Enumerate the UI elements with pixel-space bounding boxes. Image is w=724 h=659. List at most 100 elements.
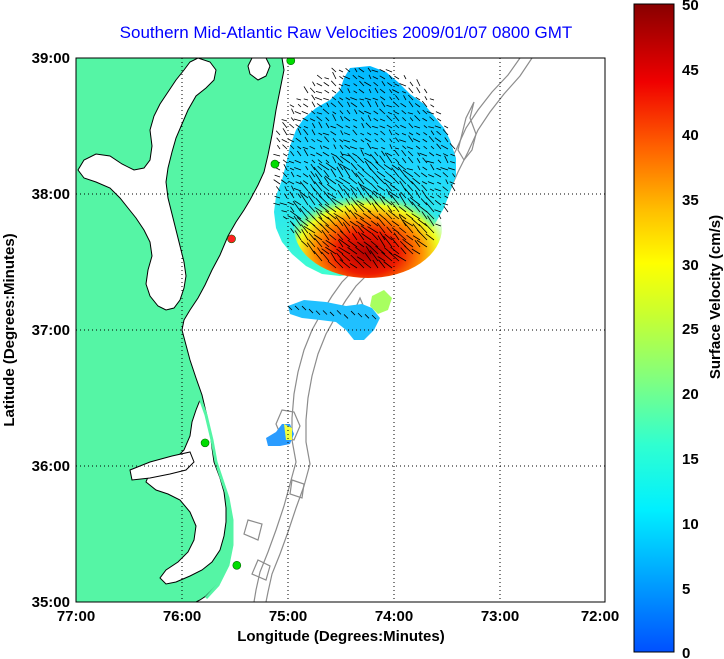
velocity-vector	[319, 223, 330, 234]
velocity-vector	[403, 222, 414, 234]
velocity-vector	[332, 114, 337, 122]
velocity-vector	[323, 97, 330, 101]
velocity-vector	[406, 234, 414, 241]
velocity-vector	[290, 117, 295, 122]
velocity-vector	[342, 153, 351, 157]
radar-station-marker	[286, 58, 296, 66]
velocity-vector	[330, 102, 337, 108]
velocity-vector	[282, 172, 288, 178]
velocity-vector	[311, 101, 316, 108]
velocity-vector	[387, 82, 393, 87]
colorbar-tick-label: 35	[682, 192, 699, 209]
velocity-vector	[403, 95, 407, 101]
velocity-vector	[409, 81, 414, 87]
velocity-vector	[350, 102, 358, 108]
velocity-vector	[364, 110, 372, 115]
velocity-vector	[332, 156, 337, 164]
velocity-vector	[294, 167, 302, 171]
velocity-vector	[292, 200, 302, 213]
velocity-vector	[338, 83, 344, 87]
velocity-vector	[405, 213, 414, 220]
velocity-vector	[289, 191, 295, 199]
x-tick-label: 75:00	[269, 608, 307, 625]
velocity-vector	[398, 206, 407, 213]
x-tick-label: 76:00	[163, 608, 201, 625]
velocity-vector	[329, 311, 335, 317]
velocity-vector	[323, 82, 330, 87]
velocity-vector	[315, 197, 323, 206]
velocity-vector	[422, 138, 428, 143]
velocity-vector	[349, 209, 358, 220]
velocity-vector	[383, 247, 393, 255]
velocity-vector	[302, 180, 309, 185]
velocity-vector	[401, 133, 407, 136]
velocity-vector	[284, 193, 288, 199]
velocity-vector	[311, 94, 316, 101]
velocity-vector	[379, 155, 386, 164]
velocity-vector	[380, 130, 386, 136]
velocity-vector	[352, 129, 358, 136]
velocity-vector	[289, 123, 295, 129]
velocity-vector	[296, 98, 302, 101]
velocity-vector	[373, 82, 379, 87]
colorbar-ticks: 50 45 40 35 30 25 20 15 10 5 0	[682, 0, 699, 659]
velocity-vector	[415, 132, 421, 136]
velocity-vector	[437, 194, 442, 199]
velocity-vector	[367, 210, 379, 220]
velocity-vector	[361, 122, 365, 129]
velocity-vector	[395, 158, 400, 164]
velocity-vector	[315, 173, 323, 185]
velocity-vector	[436, 130, 442, 136]
velocity-vector	[418, 223, 428, 234]
velocity-vector	[368, 167, 379, 178]
velocity-vector	[294, 200, 302, 206]
velocity-vector	[377, 256, 386, 262]
velocity-vector	[363, 157, 372, 164]
velocity-vector	[370, 240, 379, 248]
velocity-vector	[378, 213, 386, 220]
velocity-vector	[414, 240, 421, 248]
velocity-vector	[389, 89, 393, 94]
velocity-vector	[356, 200, 365, 206]
velocity-vector	[422, 166, 428, 171]
velocity-vector	[394, 147, 400, 150]
velocity-vector	[368, 88, 372, 94]
velocity-vector	[421, 184, 428, 192]
velocity-vector	[302, 117, 309, 122]
velocity-vector	[273, 153, 281, 157]
velocity-vector	[345, 197, 351, 206]
velocity-vector	[428, 126, 435, 129]
velocity-vector	[383, 178, 393, 185]
velocity-vector	[414, 171, 421, 178]
velocity-vector	[449, 181, 456, 185]
y-axis-ticks: 39:00 38:00 37:00 36:00 35:00	[32, 50, 70, 611]
velocity-vector	[301, 305, 307, 311]
velocity-vector	[421, 181, 428, 185]
velocity-vector	[416, 87, 421, 94]
velocity-vector	[389, 96, 393, 101]
velocity-vector	[388, 75, 393, 80]
velocity-vector	[314, 237, 323, 248]
velocity-vector	[348, 176, 358, 185]
velocity-vector	[390, 236, 400, 248]
velocity-vector	[294, 111, 302, 115]
velocity-vector	[289, 133, 295, 136]
velocity-vector	[343, 116, 351, 122]
velocity-vector	[273, 179, 281, 185]
velocity-vector	[337, 100, 344, 108]
velocity-vector	[412, 235, 421, 241]
velocity-vector	[365, 122, 372, 129]
velocity-vector	[411, 213, 421, 220]
x-axis-label: Longitude (Degrees:Minutes)	[237, 628, 445, 645]
velocity-vector	[347, 153, 358, 164]
velocity-vector	[441, 144, 449, 150]
velocity-vector	[417, 204, 428, 213]
velocity-vector	[324, 203, 337, 213]
velocity-vector	[312, 187, 323, 199]
y-tick-label: 35:00	[32, 594, 70, 611]
velocity-vector	[374, 139, 379, 143]
velocity-vector	[442, 172, 449, 178]
chesapeake-bay	[77, 58, 217, 311]
velocity-vector	[309, 118, 316, 122]
